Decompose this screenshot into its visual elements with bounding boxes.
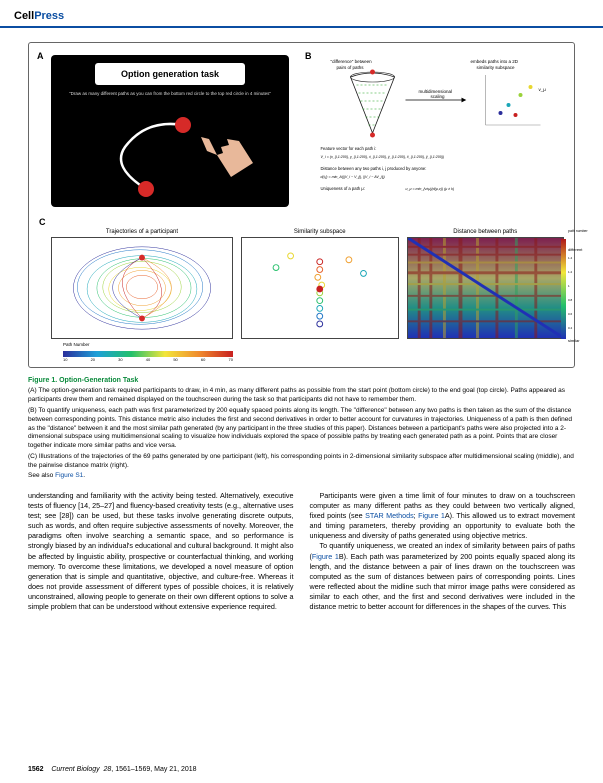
trajectories-plot (51, 237, 233, 339)
issue-date: May 21, 2018 (154, 766, 196, 773)
svg-text:d(i,j) = min_A(||V_i − V_j||,: d(i,j) = min_A(||V_i − V_j||, ||V_i − AV… (321, 175, 385, 179)
journal-name: Current Biology (51, 766, 99, 773)
panel-c-label: C (39, 217, 564, 227)
left-paragraph: understanding and familiarity with the a… (28, 491, 294, 612)
formula1: Feature vector for each path i: (321, 146, 377, 151)
panel-c: C Trajectories of a participant (39, 217, 564, 362)
panel-a: A Option generation task "Draw as many d… (39, 51, 299, 207)
caption-b: (B) To quantify uniqueness, each path wa… (28, 407, 575, 451)
volume: 28 (104, 766, 112, 773)
caption-c: (C) Illustrations of the trajectories of… (28, 453, 575, 471)
figure-1-caption: Figure 1. Option-Generation Task (A) The… (28, 376, 575, 481)
right-column: Participants were given a time limit of … (310, 491, 576, 612)
c2-title: Similarity subspace (241, 229, 399, 235)
distance-legend: different 1.4 1.2 1 0.8 0.6 0.4 similar (568, 247, 600, 343)
page-range: 1561–1569 (115, 766, 150, 773)
journal-header: CellPress (0, 0, 603, 28)
distance-matrix-plot (407, 237, 565, 339)
right-paragraph-1: Participants were given a time limit of … (310, 491, 576, 541)
svg-text:Distance between any two paths: Distance between any two paths i, j prod… (321, 166, 427, 171)
colorbar-ticks: 10 20 30 40 50 60 70 (63, 357, 233, 362)
right-paragraph-2: To quantify uniqueness, we created an in… (310, 541, 576, 612)
c3-title: Distance between paths (407, 229, 565, 235)
distance-colorbar (561, 239, 566, 339)
task-path-illustration (51, 107, 289, 207)
svg-text:v_μ: v_μ (539, 87, 547, 92)
svg-text:embeds paths into a 2D: embeds paths into a 2D (471, 59, 519, 64)
task-screenshot: Option generation task "Draw as many dif… (51, 55, 289, 207)
caption-see: See also Figure S1. (28, 472, 575, 481)
c1-title: Trajectories of a participant (51, 229, 233, 235)
logo-cell: Cell (14, 10, 34, 22)
panel-b-diagram: "difference" between pairs of paths embe… (307, 55, 564, 207)
logo-press: Press (34, 10, 64, 22)
svg-text:u_μ = min_{ν≠μ}(d(μ,ν)) (μ: u_μ = min_{ν≠μ}(d(μ,ν)) (μ ≠ k) (406, 187, 455, 191)
star-methods-link[interactable]: STAR Methods (365, 511, 414, 520)
dist-axis-label: path number (568, 229, 600, 233)
figure-s1-link[interactable]: Figure S1 (55, 472, 83, 479)
figure-1-container: A Option generation task "Draw as many d… (28, 42, 575, 368)
page-number: 1562 (28, 766, 44, 773)
svg-text:V_i = (x_{i,1:200}, y_{i,1:200: V_i = (x_{i,1:200}, y_{i,1:200}, ẋ_{i,1:… (321, 155, 445, 159)
svg-text:Uniqueness of a path μ:: Uniqueness of a path μ: (321, 186, 365, 191)
b-label-diff: "difference" between (331, 59, 373, 64)
cellpress-logo: CellPress (14, 10, 64, 22)
figure1b-link[interactable]: Figure 1 (312, 552, 339, 561)
task-instruction: "Draw as many different paths as you can… (67, 91, 273, 97)
left-column: understanding and familiarity with the a… (28, 491, 294, 612)
task-title: Option generation task (95, 63, 245, 85)
caption-title: Figure 1. Option-Generation Task (28, 376, 575, 385)
svg-text:pairs of paths: pairs of paths (337, 65, 365, 70)
similarity-subspace-plot (241, 237, 399, 339)
caption-a: (A) The option-generation task required … (28, 387, 575, 405)
body-text: understanding and familiarity with the a… (28, 491, 575, 612)
page-footer: 1562 Current Biology 28, 1561–1569, May … (28, 766, 575, 773)
svg-text:similarity subspace: similarity subspace (477, 65, 516, 70)
figure1-link[interactable]: Figure 1 (418, 511, 445, 520)
panel-a-label: A (37, 51, 44, 61)
panel-b: B "difference" between pairs of paths em… (307, 51, 564, 207)
svg-text:scaling: scaling (431, 94, 446, 99)
page-content: A Option generation task "Draw as many d… (0, 28, 603, 612)
colorbar-label: Path Number (63, 342, 233, 347)
